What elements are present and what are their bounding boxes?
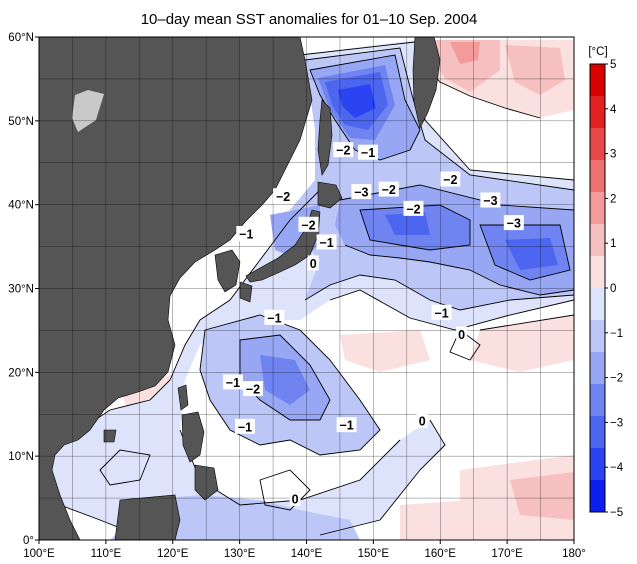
contour-label: −3 <box>483 194 497 208</box>
colorbar-segment <box>590 320 605 353</box>
contour-label-box <box>358 144 379 160</box>
contour-label-box <box>222 374 243 390</box>
contour-label-box <box>333 142 354 158</box>
lake-baikal <box>72 90 104 132</box>
contour-label: −1 <box>434 306 448 320</box>
y-tick-label: 30°N <box>8 284 34 296</box>
colorbar-segment <box>590 64 605 97</box>
colorbar-tick-label: 3 <box>610 149 616 161</box>
contour-label-box <box>416 412 428 428</box>
contour-label: 0 <box>292 492 299 506</box>
contour-label-box <box>264 309 285 325</box>
contour-label: −3 <box>507 217 521 231</box>
x-tick-label: 130°E <box>224 548 256 560</box>
colorbar-tick-label: −4 <box>610 462 624 474</box>
y-tick-label: 10°N <box>8 451 34 463</box>
colorbar-tick-label: −2 <box>610 373 623 385</box>
colorbar-segment <box>590 160 605 193</box>
colorbar-tick-label: 2 <box>610 193 616 205</box>
contour-label: −2 <box>406 202 420 216</box>
contour-label: −1 <box>239 228 253 242</box>
contour-label-box <box>431 304 452 320</box>
colorbar-segment <box>590 224 605 257</box>
y-tick-label: 50°N <box>8 116 34 128</box>
graticule <box>39 37 574 540</box>
x-axis-tick-labels: 100°E 110°E 120°E 130°E 140°E 150°E 160°E 170°E… <box>23 540 586 560</box>
map-title: 10–day mean SST anomalies for 01–10 Sep.… <box>141 11 478 28</box>
colorbar-segment <box>590 256 605 289</box>
contour-label: −2 <box>382 183 396 197</box>
colorbar-segment <box>590 416 605 449</box>
contour-label: −2 <box>246 383 260 397</box>
contour-label-box <box>378 181 399 197</box>
colorbar-tick-label: 0 <box>610 283 616 295</box>
colorbar-tick-label: 1 <box>610 238 616 250</box>
contour-label: −1 <box>238 420 252 434</box>
colorbar-segment <box>590 128 605 161</box>
colorbar-tick-label: −3 <box>610 417 623 429</box>
contour-label: 0 <box>310 257 317 271</box>
contour-label-box <box>456 326 468 342</box>
contour-label: −1 <box>361 146 375 160</box>
contour-label: −1 <box>339 419 353 433</box>
contour-label: −2 <box>276 190 290 204</box>
colorbar-unit: [°C] <box>588 46 607 58</box>
colorbar-segment <box>590 480 605 513</box>
x-tick-label: 160°E <box>425 548 457 560</box>
colorbar-segment <box>590 384 605 417</box>
contour-label: 0 <box>419 414 426 428</box>
colorbar-tick-label: 5 <box>610 59 616 71</box>
contour-label-box <box>243 381 263 397</box>
contour-label-box <box>403 200 424 216</box>
colorbar-segment <box>590 288 605 321</box>
colorbar-segment <box>590 96 605 129</box>
contour-label: −2 <box>301 218 315 232</box>
contour-label: 0 <box>458 328 465 342</box>
y-tick-label: 0° <box>23 535 34 547</box>
y-tick-label: 20°N <box>8 367 34 379</box>
x-tick-label: 150°E <box>358 548 390 560</box>
y-tick-label: 60°N <box>8 32 34 44</box>
y-axis-tick-labels: 60°N 50°N 40°N 30°N 20°N 10°N 0° <box>8 32 39 547</box>
contour-label: −1 <box>319 236 333 250</box>
x-tick-label: 180° <box>562 548 586 560</box>
contour-label: −2 <box>443 173 457 187</box>
y-tick-label: 40°N <box>8 200 34 212</box>
contour-label-box <box>307 255 319 271</box>
contour-label-box <box>503 215 524 231</box>
colorbar-tick-label: −5 <box>610 507 623 519</box>
contour-label-box <box>316 234 337 250</box>
contour-label-box <box>273 188 294 204</box>
contour-label-box <box>234 418 255 434</box>
contour-label-box <box>298 216 319 232</box>
colorbar-tick-label: −1 <box>610 328 623 340</box>
colorbar-tick-label: 4 <box>610 104 617 116</box>
colorbar-segment <box>590 448 605 481</box>
contour-label: −1 <box>226 376 240 390</box>
contour-label-box <box>440 171 461 187</box>
colorbar-segment <box>590 192 605 225</box>
contour-label-box <box>336 417 357 433</box>
x-tick-label: 120°E <box>157 548 189 560</box>
contour-label-box <box>236 226 257 242</box>
x-tick-label: 170°E <box>491 548 523 560</box>
contour-label-box <box>351 184 372 200</box>
x-tick-label: 100°E <box>23 548 55 560</box>
x-tick-label: 140°E <box>291 548 323 560</box>
contour-label: −1 <box>267 311 281 325</box>
contour-label: −2 <box>336 144 350 158</box>
colorbar-tick-labels: 5 4 3 2 1 0 −1 −2 −3 −4 −5 <box>605 59 624 519</box>
colorbar-segment <box>590 352 605 385</box>
contour-labels: −2 −1−2 −3 −2−2−2−3−3−1−2−10−1 −10−1 −2−1 −1 00 <box>222 142 524 506</box>
contour-label-box <box>289 490 301 506</box>
contour-label: −3 <box>354 186 368 200</box>
x-tick-label: 110°E <box>91 548 122 560</box>
colorbar: [°C] 5 4 3 2 1 0 −1 −2 −3 −4 −5 <box>588 46 623 519</box>
contour-label-box <box>480 192 501 208</box>
